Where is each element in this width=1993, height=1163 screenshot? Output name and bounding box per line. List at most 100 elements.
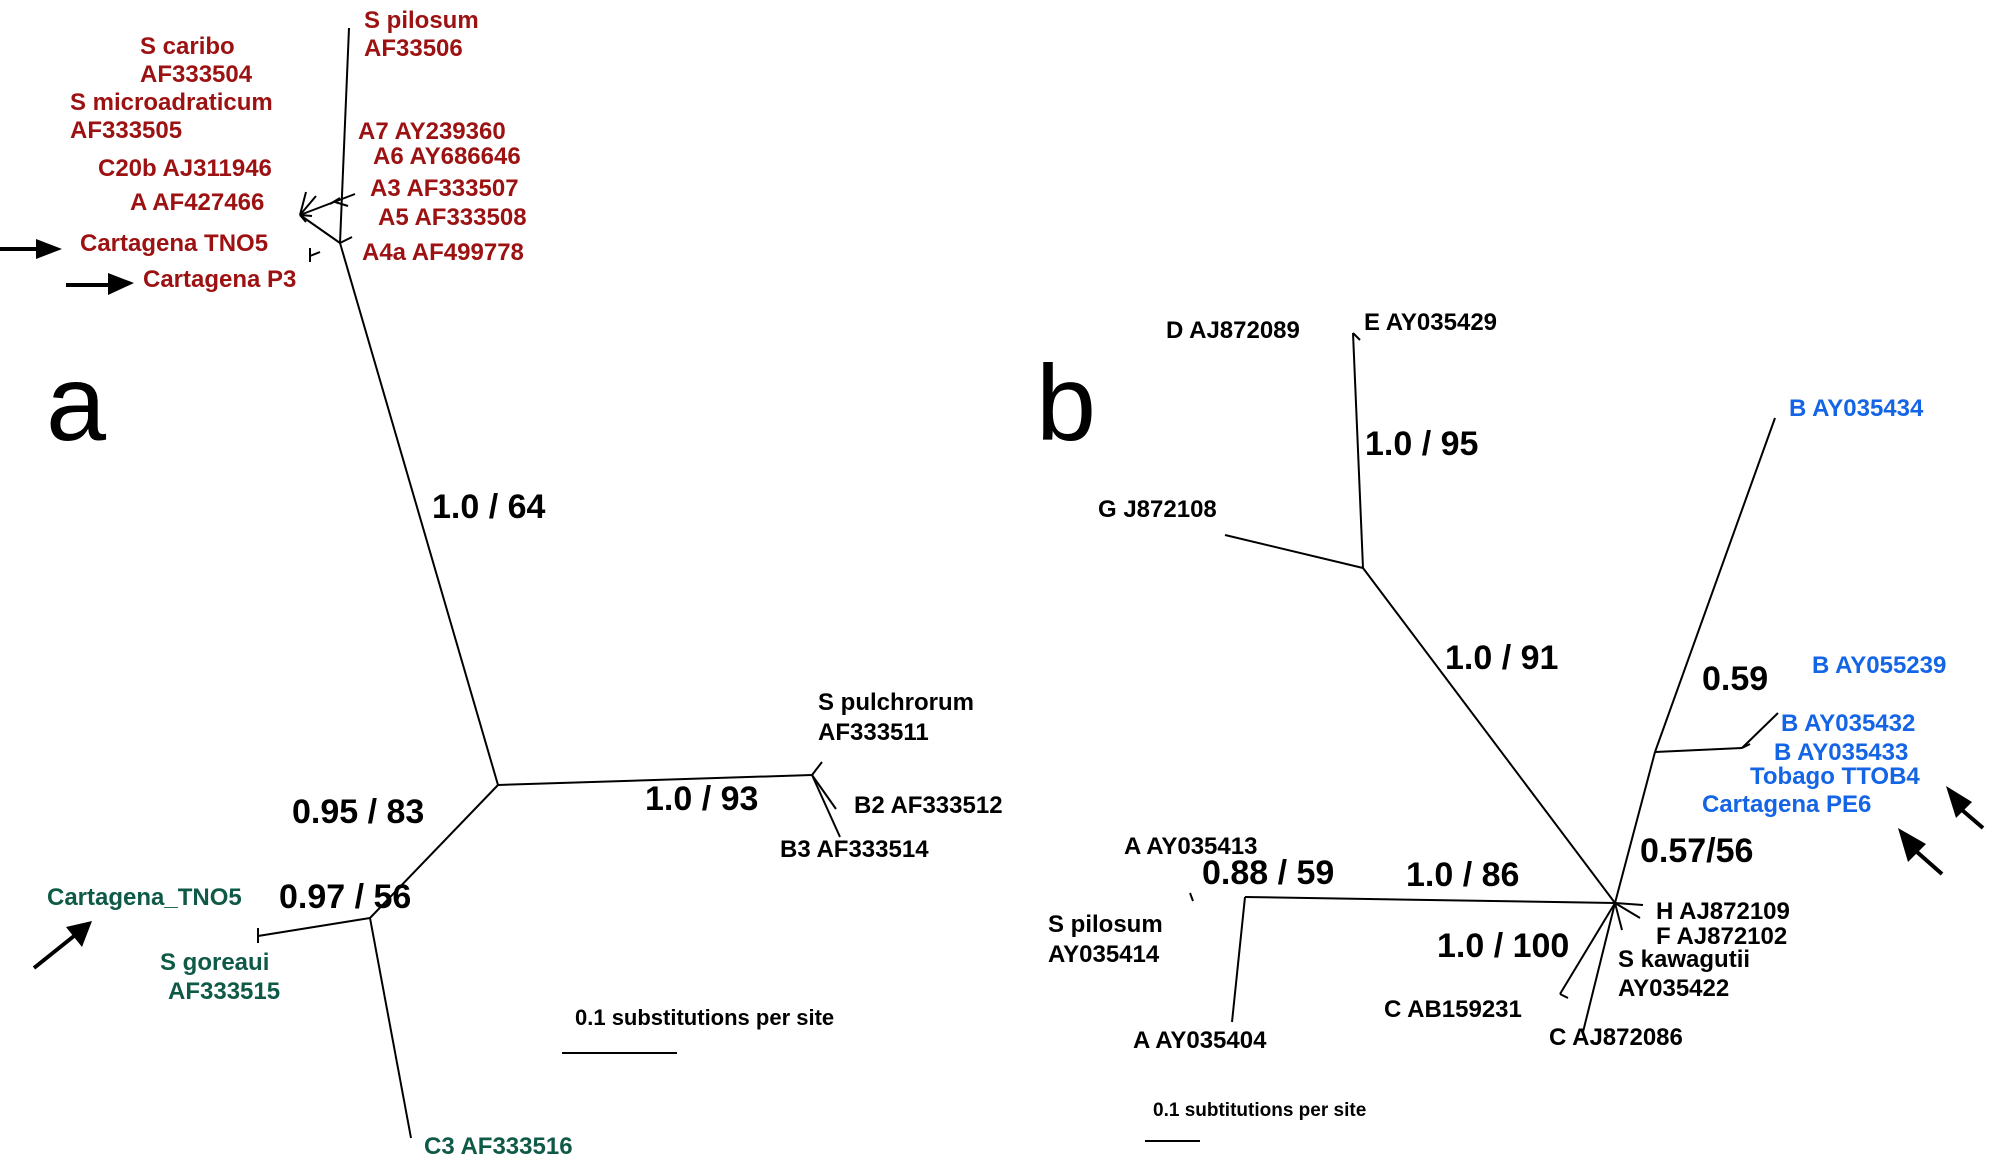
panel-b-blue-labels: B AY035434 B AY055239 B AY035432 B AY035…	[1702, 395, 1946, 818]
panel-a-support-values: 1.0 / 64 1.0 / 93 0.95 / 83 0.97 / 56	[279, 488, 758, 916]
arrow-icon	[66, 273, 134, 295]
branch-a-main-stem	[339, 242, 499, 786]
arrow-icon	[0, 239, 62, 259]
branch-a-tip-1	[299, 191, 307, 216]
branch-a-tip-3	[299, 193, 356, 216]
branch-a-tip-8	[339, 236, 353, 244]
branch-a-c-goreaui	[257, 917, 371, 937]
label-b-a2: A AY035404	[1133, 1027, 1267, 1054]
label-b-g: G J872108	[1098, 496, 1217, 523]
branch-a-tip-2	[299, 195, 317, 216]
label-b-e: E AY035429	[1364, 309, 1497, 336]
support-b-deg: 1.0 / 95	[1365, 425, 1478, 463]
arrow-icon	[1898, 828, 1944, 876]
label-a-a5: A5 AF333508	[378, 204, 527, 231]
label-b-f: F AJ872102	[1656, 923, 1787, 950]
panel-b-letter: b	[1036, 342, 1096, 463]
panel-b: b D AJ872089 E AY035429 G	[1036, 309, 1985, 1142]
label-b-b4: B AY035433	[1774, 739, 1908, 766]
arrow-icon	[1946, 786, 1985, 830]
branch-a-b2	[811, 774, 837, 810]
branch-a-crown	[299, 214, 341, 244]
label-b-a1: A AY035413	[1124, 833, 1257, 860]
support-a-b-clade: 1.0 / 93	[645, 780, 758, 818]
label-a-cartagena-p3: Cartagena P3	[143, 266, 296, 293]
label-b-b3: B AY035432	[1781, 710, 1915, 737]
panel-a: a S pilosum	[0, 7, 1003, 1160]
branch-b-deg-stem	[1362, 567, 1616, 904]
panel-a-black-labels: S pulchrorum AF333511 B2 AF333512 B3 AF3…	[780, 689, 1003, 863]
support-a-c-split: 0.95 / 83	[292, 793, 424, 831]
label-a-a: A AF427466	[130, 189, 264, 216]
branch-a-p3-tip	[309, 251, 321, 257]
label-a-s-caribo-acc: AF333504	[140, 61, 253, 88]
branch-b-de	[1352, 332, 1364, 569]
panel-a-scale: 0.1 substitutions per site	[562, 1005, 834, 1054]
panel-b-branches	[1189, 332, 1779, 1033]
label-b-cartagena-pe6: Cartagena PE6	[1702, 791, 1871, 818]
label-a-cartagena-tno5-c: Cartagena_TNO5	[47, 884, 242, 911]
branch-a-c3	[369, 917, 412, 1139]
label-b-s-pilosum: S pilosum	[1048, 911, 1163, 938]
branch-b-de-tip	[1352, 332, 1361, 341]
branch-b-s-kawagutii	[1614, 902, 1623, 931]
label-b-c1: C AB159231	[1384, 996, 1522, 1023]
panel-b-arrows	[1898, 786, 1985, 876]
support-a-main: 1.0 / 64	[432, 488, 546, 526]
branch-a-tip-4	[329, 197, 341, 205]
panel-b-scale: 0.1 subtitutions per site	[1145, 1100, 1366, 1142]
branch-b-b2	[1741, 712, 1779, 749]
label-b-s-kawagutii-acc: AY035422	[1618, 975, 1729, 1002]
panel-a-branches	[257, 27, 841, 1139]
label-a-cartagena-tno5: Cartagena TNO5	[80, 230, 268, 257]
label-a-s-pilosum-acc: AF33506	[364, 35, 463, 62]
branch-b-a2	[1231, 896, 1246, 1023]
branch-a-s-pilosum	[339, 27, 350, 244]
label-a-s-goreaui-acc: AF333515	[168, 978, 280, 1005]
scale-a-label: 0.1 substitutions per site	[575, 1005, 834, 1030]
branch-b-f	[1614, 902, 1641, 919]
label-b-b2: B AY055239	[1812, 652, 1946, 679]
branch-b-b3	[1741, 743, 1751, 749]
branch-b-b-inner	[1654, 747, 1743, 753]
branch-b-g	[1224, 534, 1364, 569]
label-a-a3: A3 AF333507	[370, 175, 519, 202]
label-a-b2: B2 AF333512	[854, 792, 1003, 819]
branch-a-c-stem	[369, 784, 499, 919]
support-a-c-clade: 0.97 / 56	[279, 878, 411, 916]
label-b-s-kawagutii: S kawagutii	[1618, 946, 1750, 973]
branch-b-a-tick	[1189, 892, 1194, 902]
label-a-c3: C3 AF333516	[424, 1133, 573, 1158]
arrow-icon	[32, 921, 92, 970]
support-b-b-stem: 0.57/56	[1640, 832, 1753, 870]
label-a-a4a: A4a AF499778	[362, 239, 524, 266]
label-b-h: H AJ872109	[1656, 898, 1790, 925]
label-a-a7: A7 AY239360	[358, 118, 506, 145]
branch-b-c1-tip	[1559, 993, 1569, 999]
label-a-c20b: C20b AJ311946	[98, 155, 272, 182]
label-b-b1: B AY035434	[1789, 395, 1924, 422]
label-a-s-pilosum: S pilosum	[364, 7, 479, 34]
branch-b-h	[1614, 902, 1644, 906]
label-b-c2: C AJ872086	[1549, 1024, 1683, 1051]
panel-a-red-labels: S pilosum AF33506 S caribo AF333504 S mi…	[70, 7, 527, 293]
branch-b-a-stem	[1244, 896, 1616, 904]
panel-a-green-labels: Cartagena_TNO5 S goreaui AF333515 C3 AF3…	[47, 884, 573, 1160]
label-a-s-pulchrorum-acc: AF333511	[818, 719, 929, 746]
label-a-b3: B3 AF333514	[780, 836, 929, 863]
panel-b-support-values: 1.0 / 95 1.0 / 91 0.59 0.57/56 0.88 / 59…	[1202, 425, 1768, 965]
label-a-s-caribo: S caribo	[140, 33, 235, 60]
support-b-c-clade: 1.0 / 100	[1437, 927, 1569, 965]
label-a-s-pulchrorum: S pulchrorum	[818, 689, 974, 716]
panel-a-letter: a	[46, 342, 107, 463]
label-a-s-goreaui: S goreaui	[160, 949, 269, 976]
label-a-s-microadraticum-acc: AF333505	[70, 117, 182, 144]
support-b-deg-stem: 1.0 / 91	[1445, 639, 1558, 677]
label-b-tobago: Tobago TTOB4	[1750, 763, 1920, 790]
branch-b-c-clade	[1559, 902, 1616, 995]
scale-b-label: 0.1 subtitutions per site	[1153, 1100, 1366, 1121]
label-a-a6: A6 AY686646	[373, 143, 521, 170]
support-b-b-inner: 0.59	[1702, 660, 1768, 698]
